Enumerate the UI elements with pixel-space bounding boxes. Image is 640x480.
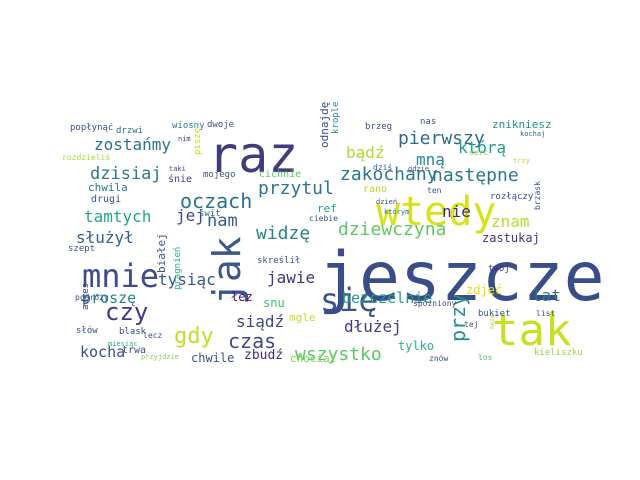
cloud-word: zostańmy: [94, 135, 171, 154]
cloud-word: los: [478, 353, 493, 362]
cloud-word: dwoje: [207, 120, 234, 130]
cloud-word: znam: [491, 212, 530, 231]
cloud-word: dzień: [376, 198, 397, 206]
cloud-word: miesiąc: [108, 340, 138, 348]
cloud-word: którym: [384, 208, 409, 216]
cloud-word: chociaż: [290, 352, 336, 365]
cloud-word: popłynąć: [70, 122, 113, 133]
cloud-word: rano: [363, 184, 387, 195]
cloud-word: łez: [231, 290, 253, 304]
cloud-word: słów: [76, 325, 98, 336]
cloud-word: brzeg: [365, 122, 392, 132]
cloud-word: dziewczyna: [338, 219, 446, 240]
cloud-word: rozłączy: [490, 192, 534, 202]
cloud-word: drugi: [91, 194, 121, 205]
cloud-word: chwile: [191, 351, 234, 365]
cloud-word: rozdzieliś: [62, 152, 110, 162]
cloud-word: lecz: [143, 331, 162, 340]
cloud-word: chwila: [88, 181, 128, 194]
cloud-word: odnajdę: [318, 102, 331, 148]
cloud-word: snu: [263, 296, 285, 310]
cloud-word: mgle: [289, 311, 316, 324]
cloud-word: serc: [469, 148, 488, 157]
cloud-word: znów: [429, 353, 448, 363]
cloud-word: może: [489, 314, 496, 329]
cloud-word: pragnień: [173, 247, 183, 290]
cloud-word: bądź: [346, 143, 385, 162]
cloud-word: trzy: [513, 157, 530, 165]
cloud-word: szept: [68, 244, 95, 254]
cloud-word: nas: [420, 117, 436, 127]
cloud-word: drzwi: [116, 126, 143, 136]
cloud-word: twój: [488, 263, 510, 274]
cloud-word: gdy: [174, 324, 214, 349]
cloud-word: świt: [199, 208, 221, 219]
cloud-word: białej: [155, 233, 168, 273]
cloud-word: lat: [532, 286, 561, 305]
cloud-word: gdzie: [408, 165, 429, 173]
cloud-word: śnie: [168, 173, 192, 185]
cloud-word: skreślił: [257, 255, 300, 266]
cloud-word: podróży: [75, 292, 109, 302]
cloud-word: cichnie: [259, 169, 301, 180]
cloud-word: taki: [169, 165, 186, 173]
cloud-word: ten: [427, 186, 442, 195]
cloud-word: jawie: [267, 268, 315, 287]
cloud-word: kieliszku: [534, 348, 583, 358]
cloud-word: mojego: [203, 170, 236, 180]
cloud-word: spóźniony: [413, 298, 457, 308]
cloud-word: dziś: [373, 162, 392, 172]
cloud-word: nim: [178, 135, 191, 143]
cloud-word: krople: [331, 101, 341, 134]
cloud-word: przyjdzie: [141, 353, 179, 361]
cloud-word: ciebie: [309, 214, 338, 223]
cloud-word: przytul: [258, 178, 334, 199]
cloud-word: zdjęć: [466, 283, 502, 297]
cloud-word: tylko: [398, 339, 434, 353]
cloud-word: zastukaj: [482, 231, 540, 245]
cloud-word: siądź: [236, 312, 284, 331]
cloud-word: brzask: [533, 181, 542, 210]
cloud-word: dłużej: [344, 317, 402, 336]
cloud-word: tamtych: [84, 207, 151, 226]
cloud-word: pisze: [193, 128, 203, 155]
cloud-word: zbudź: [244, 348, 283, 363]
cloud-word: list: [536, 309, 555, 318]
cloud-word: tej: [464, 320, 478, 329]
cloud-word: nie: [442, 202, 471, 221]
cloud-word: kochaj: [520, 130, 545, 138]
cloud-word: następne: [432, 165, 519, 186]
cloud-word: widzę: [256, 223, 310, 244]
